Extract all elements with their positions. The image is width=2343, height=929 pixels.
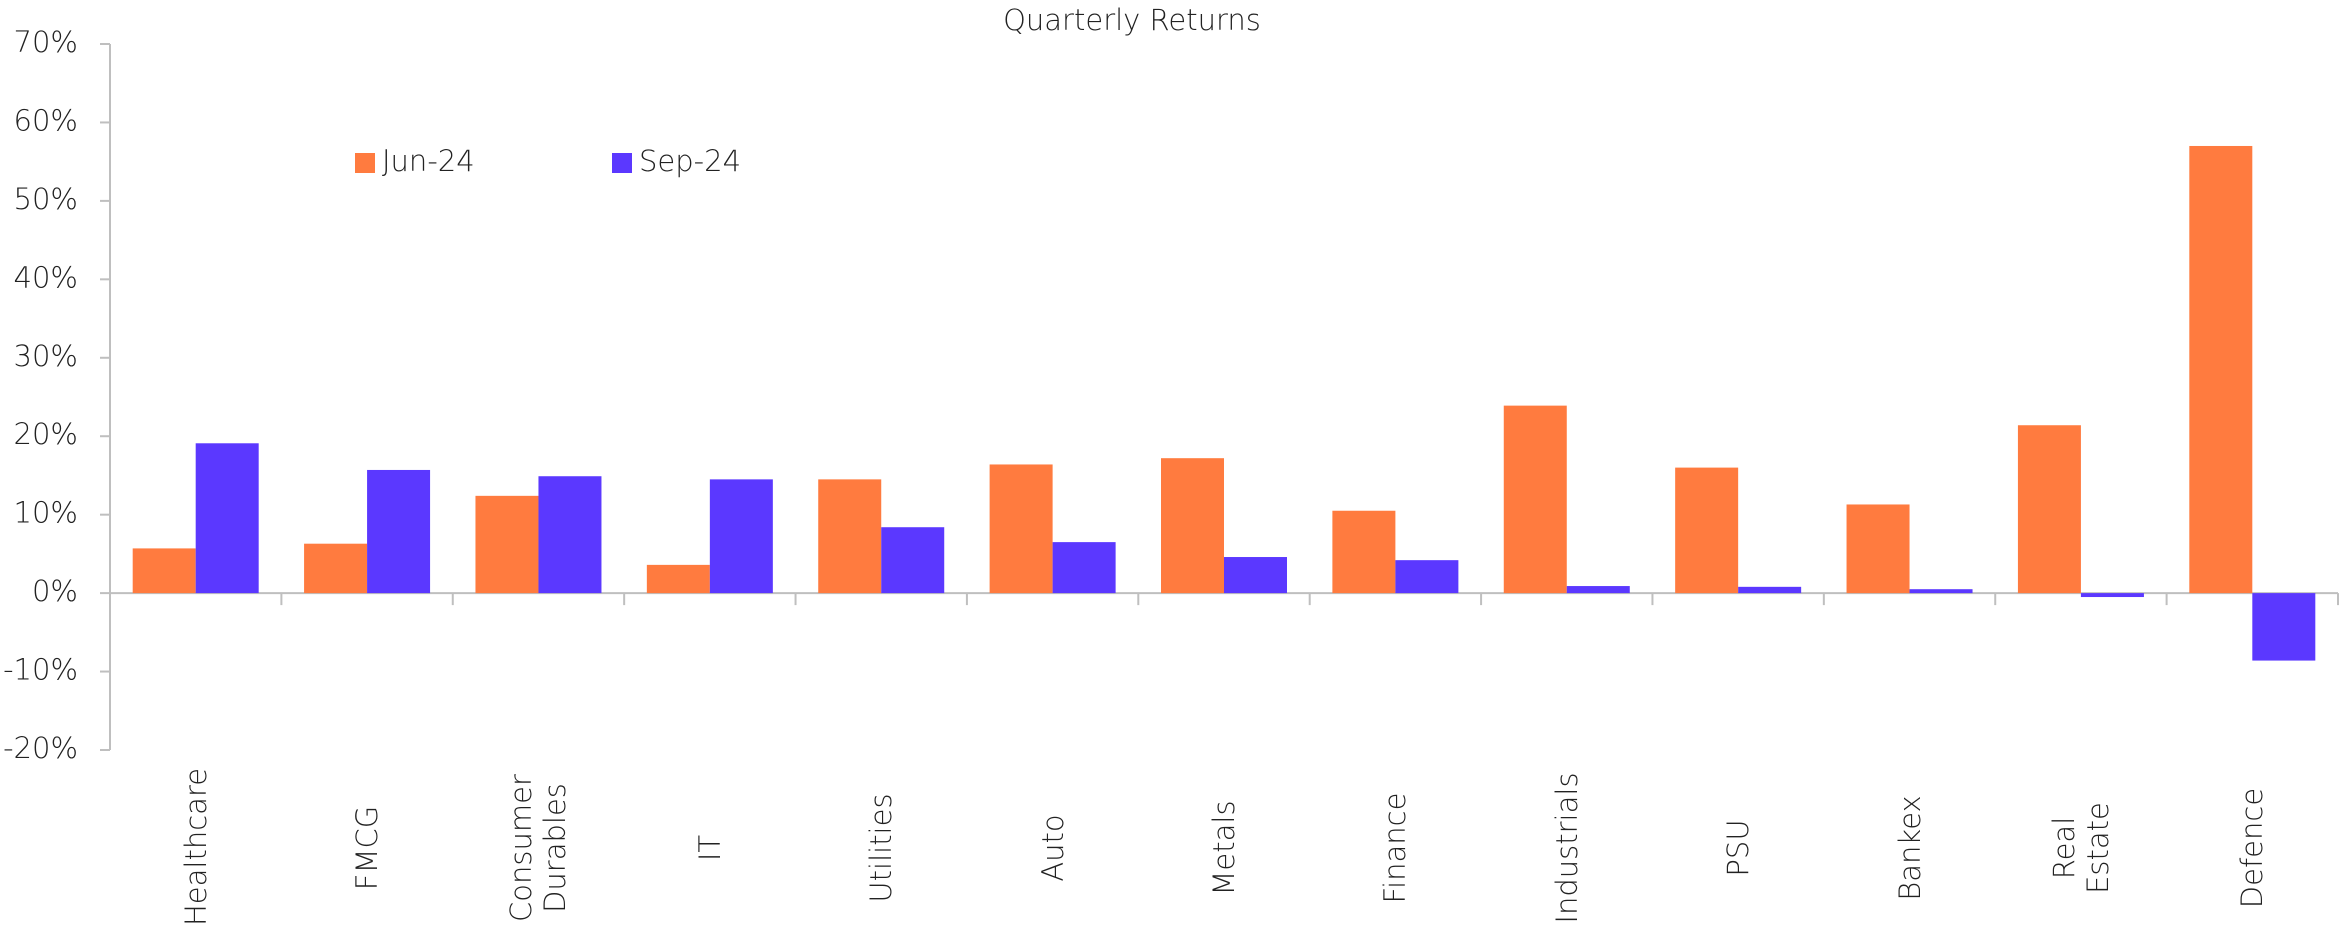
y-tick-label: -10% (3, 653, 78, 687)
bar (2017, 425, 2081, 594)
chart-title: Quarterly Returns (1003, 3, 1261, 37)
bar (1738, 586, 1802, 594)
bar (1224, 557, 1287, 594)
x-tick-label: IT (692, 834, 727, 862)
bar (132, 548, 196, 594)
bar (989, 464, 1053, 594)
y-tick-label: 60% (14, 103, 78, 137)
bar (304, 543, 368, 594)
bar (818, 479, 882, 594)
x-tick-label: Utilities (864, 793, 899, 903)
x-tick-label: Finance (1378, 792, 1413, 904)
bar (1675, 467, 1739, 594)
y-tick-label: 30% (14, 339, 78, 373)
bar (1909, 589, 1973, 594)
x-tick-label: PSU (1721, 819, 1756, 877)
bar (195, 443, 259, 594)
bar (1161, 458, 1224, 594)
x-tick-label: Auto (1035, 814, 1070, 882)
x-tick-label: Real Estate (2046, 802, 2115, 894)
bar (538, 476, 602, 594)
x-tick-label: Defence (2235, 787, 2270, 909)
bar (881, 527, 945, 594)
y-tick-label: 20% (14, 417, 78, 451)
bar (1503, 405, 1567, 594)
legend-swatch (612, 153, 632, 173)
bar (1846, 504, 1910, 594)
x-tick-label: Bankex (1892, 795, 1927, 901)
y-tick-label: 10% (14, 496, 78, 530)
legend-swatch (355, 153, 375, 173)
bar (1566, 586, 1630, 594)
bar (475, 495, 539, 594)
y-tick-label: -20% (3, 731, 78, 765)
y-tick-label: 40% (14, 260, 78, 294)
bar (1395, 560, 1459, 594)
legend-label: Sep-24 (639, 144, 741, 178)
y-tick-label: 70% (14, 25, 78, 59)
x-tick-label: Consumer Durables (504, 774, 573, 922)
y-tick-label: 0% (32, 574, 78, 608)
x-tick-label: FMCG (350, 805, 385, 891)
x-tick-label: Metals (1207, 800, 1241, 896)
legend-label: Jun-24 (382, 144, 475, 178)
x-tick-label: Healthcare (178, 767, 213, 926)
bar (2080, 593, 2144, 598)
bar (1332, 510, 1396, 594)
bar (646, 564, 710, 594)
x-tick-label: Industrials (1549, 772, 1584, 924)
bar (2189, 145, 2253, 594)
bar (367, 469, 431, 594)
bar (1052, 542, 1116, 594)
y-tick-label: 50% (14, 182, 78, 216)
bar (709, 479, 773, 594)
bar (2252, 593, 2316, 661)
